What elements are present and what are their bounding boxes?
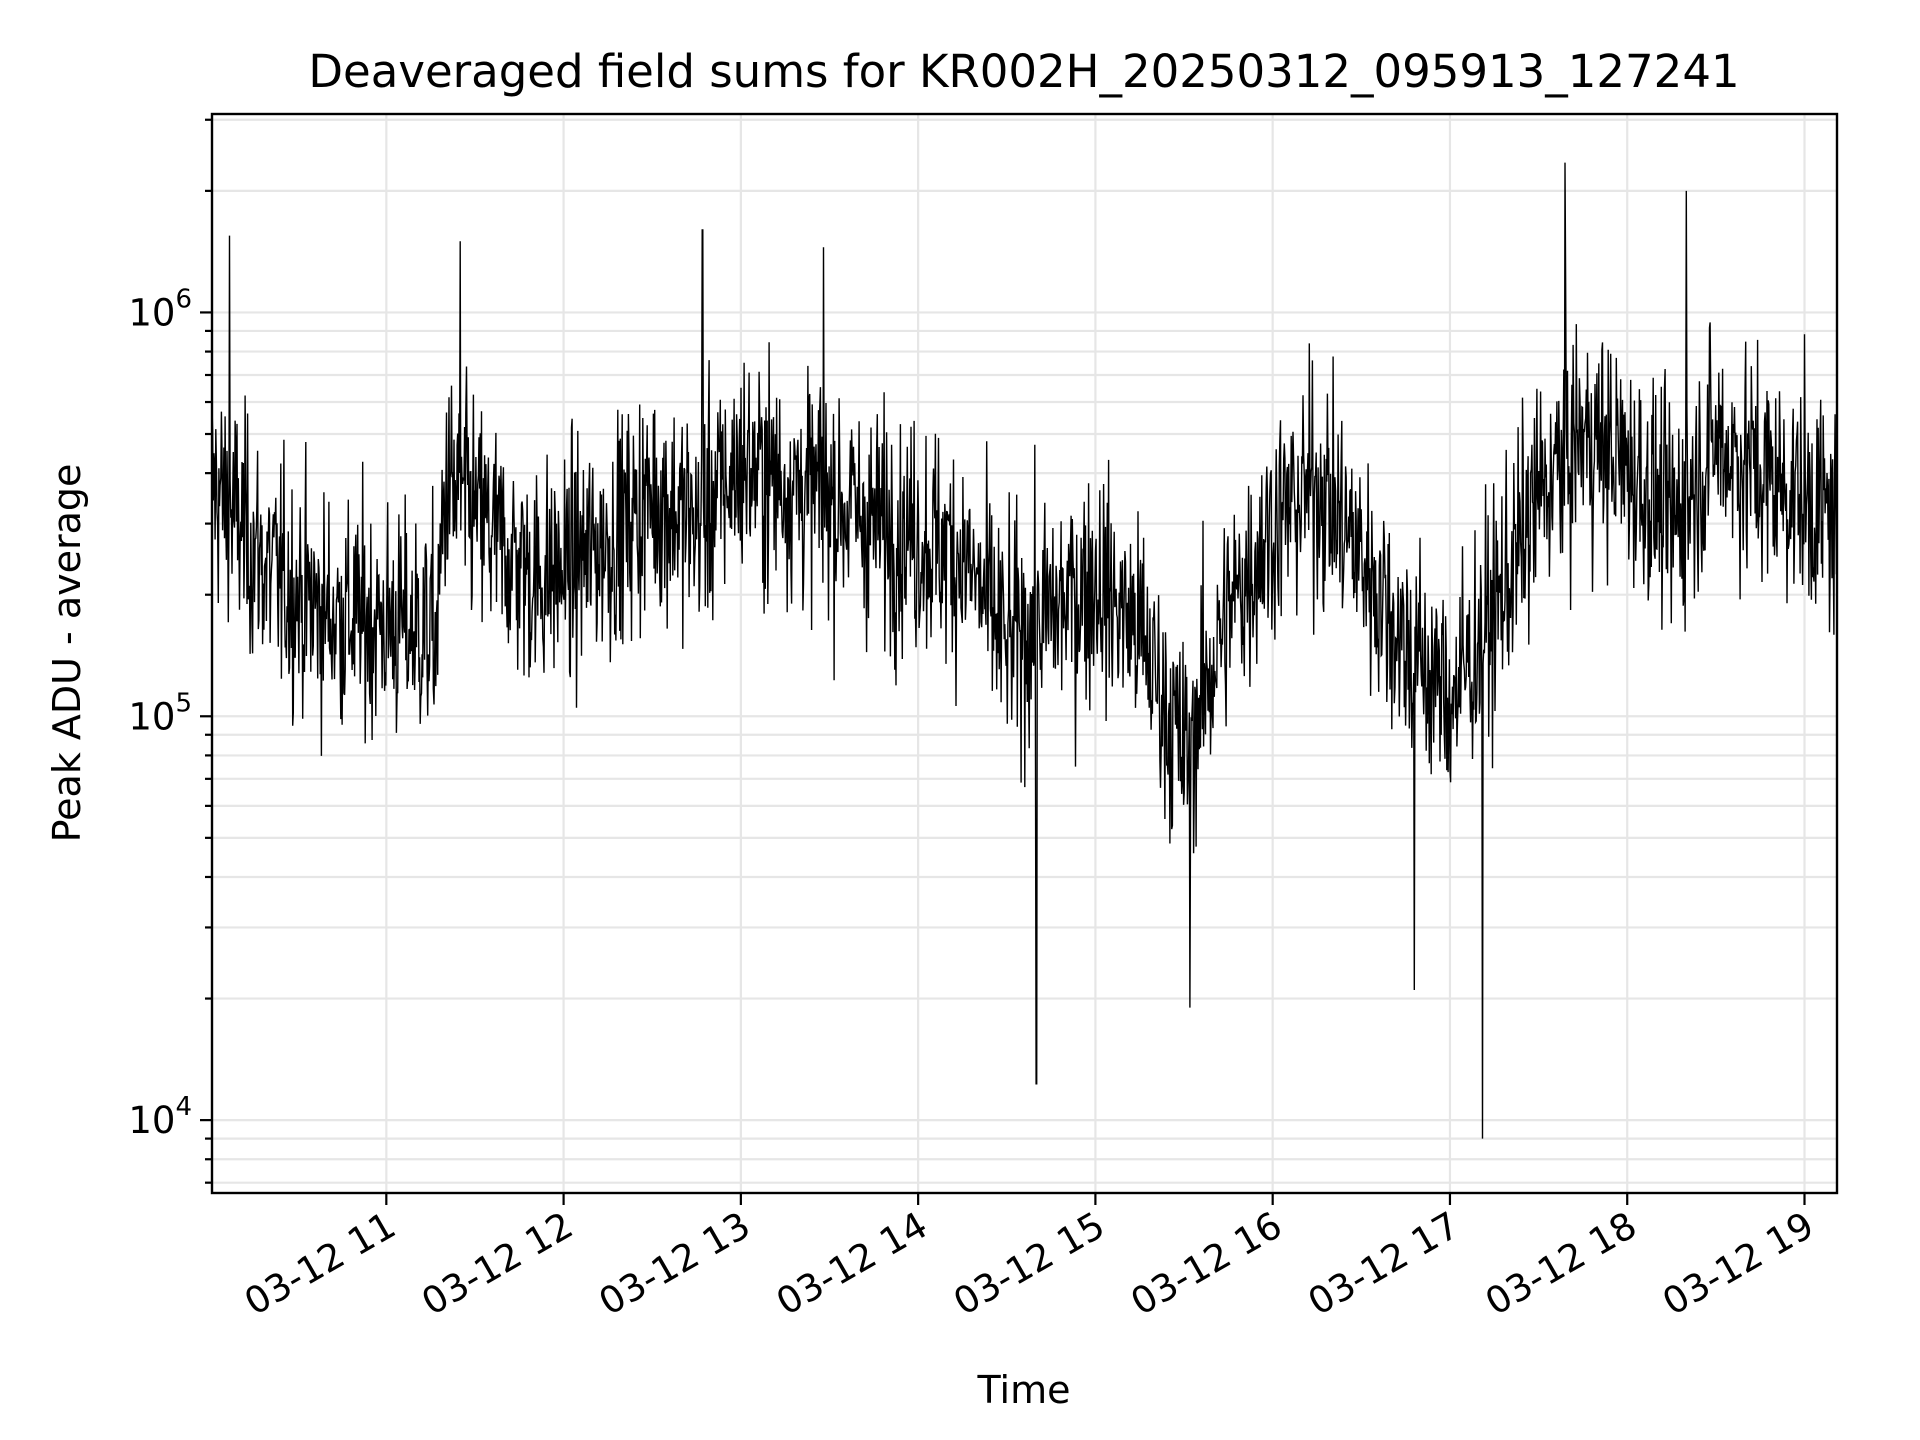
y-tick-base: 10 — [128, 1099, 175, 1142]
plot-frame — [210, 112, 1839, 1195]
series-layer — [211, 162, 1838, 1139]
y-tick-exponent: 5 — [175, 688, 192, 718]
series-line — [211, 162, 1838, 1139]
y-tick-exponent: 4 — [175, 1092, 192, 1122]
y-tick-label: 105 — [128, 688, 192, 738]
y-axis-label: Peak ADU - average — [45, 464, 89, 843]
y-tick-base: 10 — [128, 291, 175, 334]
x-tick-label: 03-12 13 — [592, 1204, 758, 1324]
y-tick-label: 104 — [128, 1092, 192, 1142]
y-tick-base: 10 — [128, 695, 175, 738]
x-tick-label: 03-12 14 — [769, 1204, 935, 1324]
x-tick-label: 03-12 11 — [237, 1204, 403, 1324]
x-tick-label: 03-12 18 — [1478, 1204, 1644, 1324]
y-tick-label: 106 — [128, 284, 192, 334]
x-axis-label: Time — [977, 1368, 1071, 1412]
x-tick-label: 03-12 17 — [1301, 1204, 1467, 1324]
x-tick-label: 03-12 16 — [1124, 1204, 1290, 1324]
x-tick-label: 03-12 15 — [946, 1204, 1112, 1324]
y-tick-exponent: 6 — [175, 284, 192, 314]
x-tick-label: 03-12 12 — [415, 1204, 581, 1324]
chart-title: Deaveraged field sums for KR002H_2025031… — [308, 45, 1739, 98]
x-tick-label: 03-12 19 — [1655, 1204, 1821, 1324]
